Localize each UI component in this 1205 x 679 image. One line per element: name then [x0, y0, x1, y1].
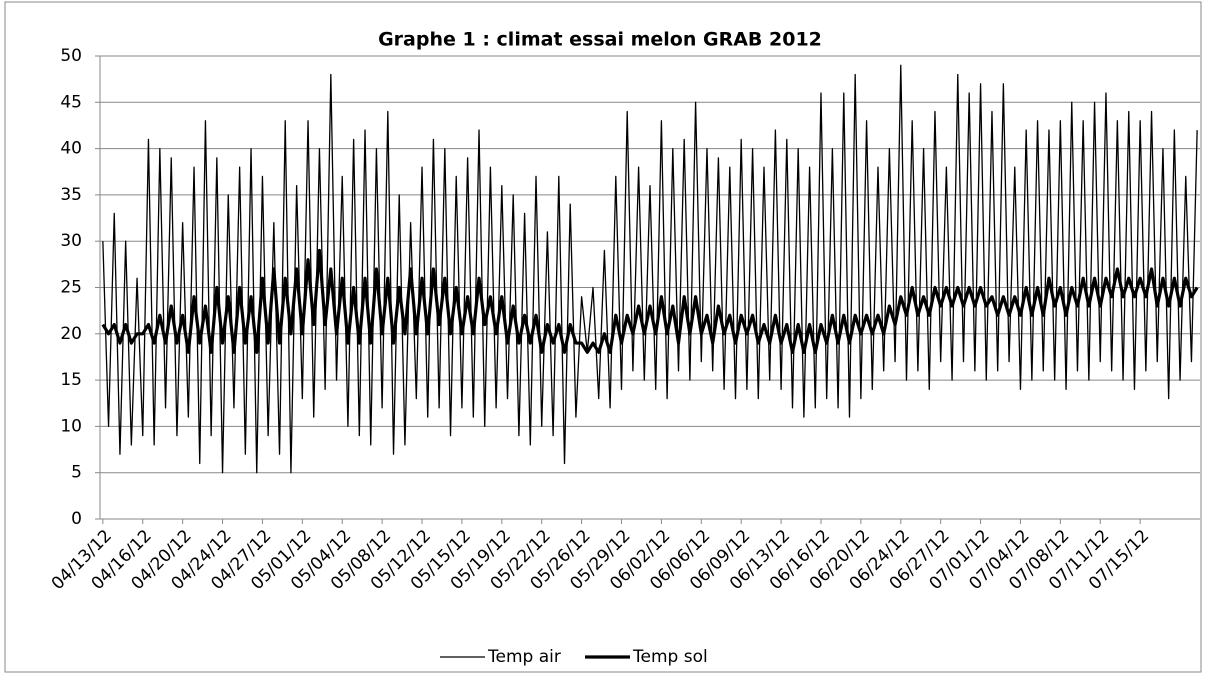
y-tick-label: 30	[60, 231, 82, 251]
legend-label: Temp sol	[632, 647, 708, 667]
y-tick-label: 5	[71, 463, 82, 483]
chart-title: Graphe 1 : climat essai melon GRAB 2012	[378, 29, 822, 51]
y-tick-label: 40	[60, 139, 82, 159]
y-tick-label: 25	[60, 278, 82, 298]
y-tick-label: 10	[60, 416, 82, 436]
y-tick-label: 35	[60, 185, 82, 205]
y-tick-label: 50	[60, 46, 82, 66]
series-line	[102, 64, 1198, 474]
y-tick-label: 45	[60, 92, 82, 112]
series-line	[101, 248, 1199, 354]
y-tick-label: 0	[71, 509, 82, 529]
y-tick-label: 15	[60, 370, 82, 390]
y-tick-label: 20	[60, 324, 82, 344]
legend-label: Temp air	[487, 647, 561, 667]
